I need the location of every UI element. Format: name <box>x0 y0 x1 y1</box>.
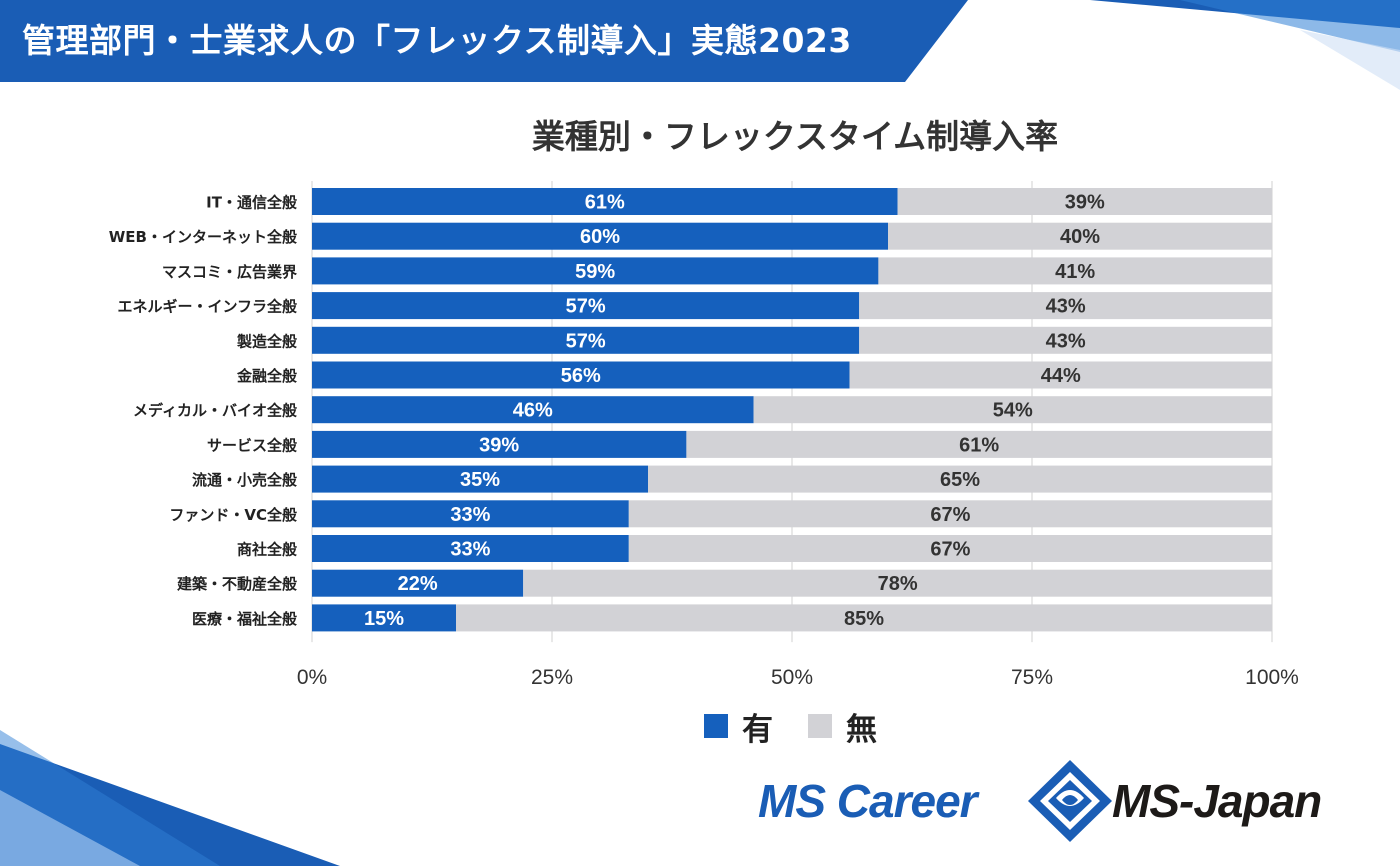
legend-item-yes: 有 <box>704 706 773 748</box>
data-label-yes: 35% <box>460 469 500 491</box>
category-label: 流通・小売全般 <box>192 471 297 489</box>
category-labels: IT・通信全般 WEB・インターネット全般マスコミ・広告業界エネルギー・インフラ全… <box>109 194 297 628</box>
data-label-yes: 61% <box>585 192 625 214</box>
bar-no <box>888 222 1272 250</box>
page-title: 管理部門・士業求人の「フレックス制導入」実態2023 <box>22 21 852 60</box>
mscareer-logo: MS Career <box>758 775 978 827</box>
bar-no <box>686 430 1272 458</box>
msjapan-logo: MS-Japan <box>1112 775 1322 827</box>
data-label-no: 54% <box>993 400 1033 422</box>
bar-no <box>648 465 1272 493</box>
data-label-no: 67% <box>930 539 970 561</box>
x-tick-label: 50% <box>771 666 813 689</box>
x-axis-ticks: 0% 25% 50% 75% 100% <box>297 666 1299 689</box>
bar-no <box>753 396 1272 424</box>
data-label-no: 61% <box>959 434 999 456</box>
data-label-yes: 33% <box>450 539 490 561</box>
x-tick-label: 25% <box>531 666 573 689</box>
category-label: 製造全般 <box>236 332 297 350</box>
legend-swatch-yes <box>704 714 728 738</box>
bar-yes <box>312 430 687 458</box>
bar-no <box>456 604 1272 632</box>
bar-yes <box>312 292 860 320</box>
category-label: 建築・不動産全般 <box>177 575 297 593</box>
bar-no <box>859 326 1272 354</box>
header-banner: 管理部門・士業求人の「フレックス制導入」実態2023 <box>0 0 1400 90</box>
bar-no <box>628 500 1272 528</box>
bar-yes <box>312 257 879 285</box>
corner-decoration <box>0 730 340 866</box>
bar-yes <box>312 569 524 597</box>
data-label-yes: 56% <box>561 365 601 387</box>
bar-no <box>897 188 1272 215</box>
category-label: 金融全般 <box>236 367 297 385</box>
data-label-no: 43% <box>1046 296 1086 318</box>
legend-swatch-no <box>808 714 832 738</box>
data-label-no: 44% <box>1041 365 1081 387</box>
legend-label-yes: 有 <box>742 711 773 748</box>
bar-yes <box>312 604 456 632</box>
data-label-no: 78% <box>878 573 918 595</box>
category-label: WEB・インターネット全般 <box>109 228 297 246</box>
data-label-yes: 60% <box>580 226 620 248</box>
data-label-yes: 22% <box>398 573 438 595</box>
category-label: IT・通信全般 <box>206 194 297 212</box>
category-label: サービス全般 <box>207 436 297 454</box>
bars: 61% 39% 60% 40% 59% 41% 57% 43% 57% 43% 56% 44% 46% 5… <box>312 188 1272 632</box>
data-label-no: 85% <box>844 608 884 630</box>
data-label-yes: 46% <box>513 400 553 422</box>
data-label-no: 40% <box>1060 226 1100 248</box>
chart-title: 業種別・フレックスタイム制導入率 <box>531 117 1059 156</box>
data-label-no: 65% <box>940 469 980 491</box>
bar-no <box>849 361 1272 389</box>
data-label-yes: 33% <box>450 504 490 526</box>
x-tick-label: 100% <box>1245 666 1299 689</box>
data-label-no: 39% <box>1065 192 1105 214</box>
legend-label-no: 無 <box>846 711 877 748</box>
bar-yes <box>312 535 629 562</box>
banner-background <box>0 0 1400 90</box>
data-label-no: 41% <box>1055 261 1095 283</box>
category-label: 医療・福祉全般 <box>192 610 297 628</box>
logos: MS Career MS-Japan <box>750 758 1350 848</box>
bar-no <box>523 569 1272 597</box>
legend: 有 無 <box>0 706 1400 748</box>
category-label: 商社全般 <box>237 541 297 559</box>
data-label-no: 43% <box>1046 330 1086 352</box>
category-label: マスコミ・広告業界 <box>162 263 297 281</box>
chart-plot: 61% 39% 60% 40% 59% 41% 57% 43% 57% 43% 56% 44% 46% 5… <box>109 181 1299 689</box>
data-label-yes: 57% <box>566 296 606 318</box>
bar-yes <box>312 188 898 215</box>
data-label-no: 67% <box>930 504 970 526</box>
bar-yes <box>312 222 888 250</box>
legend-item-no: 無 <box>808 706 877 748</box>
x-tick-label: 0% <box>297 666 327 689</box>
bar-no <box>628 535 1272 562</box>
data-label-yes: 15% <box>364 608 404 630</box>
bar-yes <box>312 361 850 389</box>
category-label: メディカル・バイオ全般 <box>133 402 297 420</box>
data-label-yes: 59% <box>575 261 615 283</box>
category-label: エネルギー・インフラ全般 <box>117 298 297 316</box>
bar-yes <box>312 326 860 354</box>
data-label-yes: 57% <box>566 330 606 352</box>
x-tick-label: 75% <box>1011 666 1053 689</box>
msjapan-diamond-icon <box>1028 760 1112 842</box>
data-label-yes: 39% <box>479 434 519 456</box>
bar-no <box>859 292 1272 320</box>
category-label: ファンド・VC全般 <box>169 506 297 524</box>
bar-yes <box>312 396 754 424</box>
bar-yes <box>312 465 648 493</box>
bar-yes <box>312 500 629 528</box>
bar-no <box>878 257 1272 285</box>
